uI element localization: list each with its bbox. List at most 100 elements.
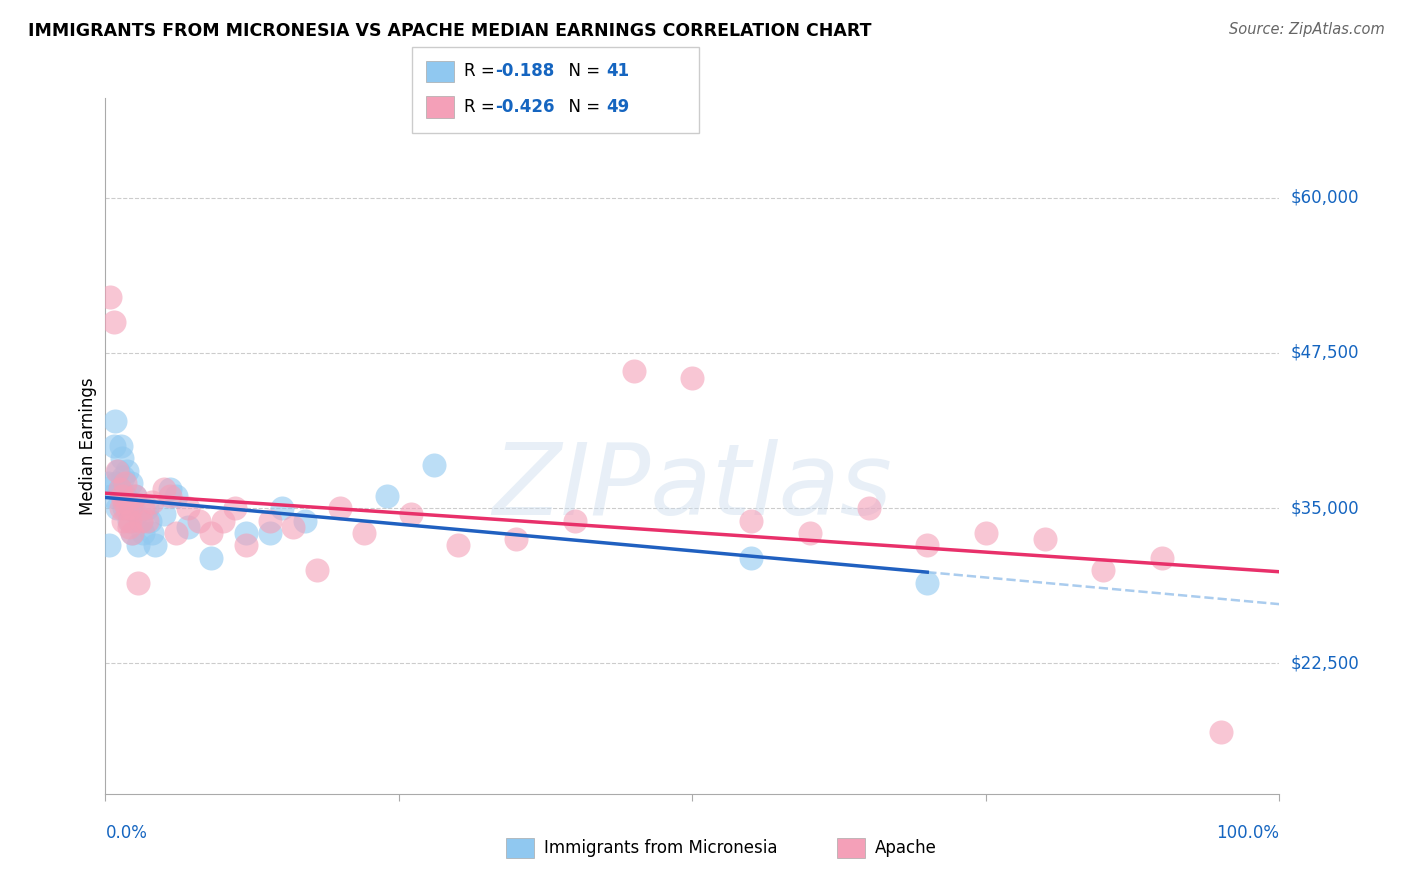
Point [108,483,131,497]
Point [139,514,162,528]
Point [1033,532,1056,546]
Point [111,489,134,503]
Point [143,538,166,552]
Point [127,575,149,590]
Point [235,525,257,540]
Point [153,508,176,522]
Point [917,538,939,552]
Point [329,501,352,516]
Point [100,489,122,503]
Point [159,489,181,503]
Point [105,476,128,491]
Point [259,514,281,528]
Text: -0.188: -0.188 [495,62,554,80]
Point [103,315,125,329]
Point [974,525,997,540]
Point [105,464,128,478]
Text: -0.426: -0.426 [495,98,554,116]
Point [110,501,132,516]
Point [108,483,131,497]
Point [353,525,375,540]
Text: $60,000: $60,000 [1291,188,1360,207]
Point [127,538,149,552]
Text: ZIPatlas: ZIPatlas [492,439,893,536]
Text: $22,500: $22,500 [1291,655,1360,673]
Point [283,520,305,534]
Point [120,501,142,516]
Point [112,495,135,509]
Point [858,501,880,516]
Point [107,464,129,478]
Text: Immigrants from Micronesia: Immigrants from Micronesia [544,839,778,857]
Point [135,514,157,528]
Text: 100.0%: 100.0% [1216,824,1279,842]
Point [114,489,136,503]
Point [120,476,142,491]
Point [115,464,138,478]
Point [105,501,128,516]
Point [159,483,181,497]
Point [211,514,233,528]
Point [917,575,939,590]
Point [141,495,163,509]
Point [270,501,292,516]
Point [447,538,470,552]
Point [121,525,143,540]
Point [129,514,152,528]
Point [564,514,586,528]
Point [305,563,328,577]
Point [124,489,146,503]
Point [165,489,187,503]
Y-axis label: Median Earnings: Median Earnings [79,377,97,515]
Text: 0.0%: 0.0% [105,824,148,842]
Text: Source: ZipAtlas.com: Source: ZipAtlas.com [1229,22,1385,37]
Point [97,476,120,491]
Point [114,476,136,491]
Point [623,364,645,378]
Text: 49: 49 [606,98,630,116]
Text: N =: N = [558,62,606,80]
Point [224,501,246,516]
Point [98,538,121,552]
Point [176,520,198,534]
Point [98,290,121,304]
Point [799,525,821,540]
Point [120,514,142,528]
Point [505,532,527,546]
Point [125,508,148,522]
Point [111,451,134,466]
Point [118,520,141,534]
Point [1150,550,1173,565]
Point [681,370,703,384]
Point [259,525,281,540]
Point [1209,724,1232,739]
Point [120,501,142,516]
Point [176,501,198,516]
Point [740,550,762,565]
Text: R =: R = [464,98,501,116]
Point [399,508,422,522]
Point [1092,563,1115,577]
Text: Apache: Apache [875,839,936,857]
Point [124,489,146,503]
Point [129,514,152,528]
Point [110,439,132,453]
Point [375,489,398,503]
Point [141,525,163,540]
Point [200,525,222,540]
Point [112,514,135,528]
Point [165,525,187,540]
Text: IMMIGRANTS FROM MICRONESIA VS APACHE MEDIAN EARNINGS CORRELATION CHART: IMMIGRANTS FROM MICRONESIA VS APACHE MED… [28,22,872,40]
Point [294,514,316,528]
Point [132,525,155,540]
Point [188,514,211,528]
Point [121,525,143,540]
Point [423,458,446,472]
Point [112,501,135,516]
Point [132,501,155,516]
Point [200,550,222,565]
Point [118,514,141,528]
Point [103,439,125,453]
Text: N =: N = [558,98,606,116]
Point [112,470,135,484]
